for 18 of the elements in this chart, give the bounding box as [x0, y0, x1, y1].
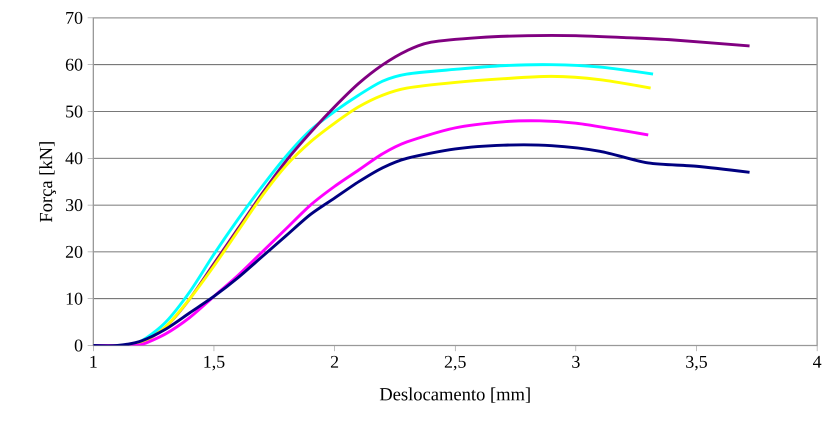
line-series [93, 144, 752, 346]
y-tick-label: 40 [65, 152, 82, 164]
x-axis-title: Deslocamento [mm] [380, 387, 530, 403]
x-tick-label: 1 [90, 356, 97, 368]
y-tick-label: 50 [66, 105, 82, 118]
x-tick-label: 1,5 [204, 356, 224, 370]
y-tick-label: 60 [66, 58, 82, 71]
y-tick-label: 70 [66, 12, 82, 24]
x-tick-label: 2 [330, 356, 338, 368]
y-tick-label: 30 [66, 199, 82, 212]
y-tick-label: 0 [74, 340, 82, 352]
x-tick-label: 2,5 [444, 356, 466, 370]
x-tick-label: 3,5 [686, 356, 707, 370]
y-tick-label: 10 [66, 292, 82, 305]
x-tick-label: 3 [572, 356, 580, 368]
y-axis-title: Força [kN] [39, 142, 56, 222]
y-tick-label: 20 [66, 246, 82, 258]
x-tick-label: 4 [813, 356, 822, 368]
